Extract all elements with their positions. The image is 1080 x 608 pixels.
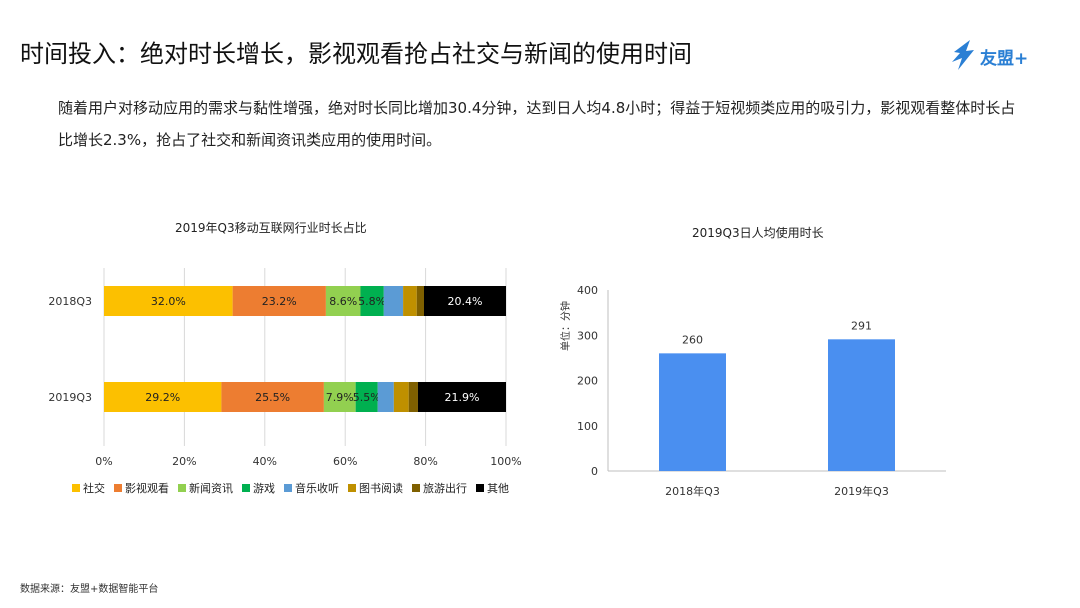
x-tick-label: 100% [490, 455, 521, 468]
legend-label: 游戏 [253, 482, 275, 495]
legend-label: 新闻资讯 [189, 482, 233, 495]
column-bar [659, 353, 726, 471]
x-tick-label: 80% [413, 455, 437, 468]
legend-label: 图书阅读 [359, 482, 403, 495]
bar-segment [323, 382, 356, 412]
bar-segment [232, 286, 326, 316]
logo-bird-icon [952, 40, 974, 70]
y-tick-label: 100 [577, 420, 598, 433]
segment-label: 20.4% [448, 295, 483, 308]
data-source: 数据来源：友盟+数据智能平台 [20, 584, 159, 595]
x-tick-label: 40% [253, 455, 277, 468]
bar-segment [403, 286, 417, 316]
value-label: 291 [851, 319, 872, 332]
x-tick-label: 20% [172, 455, 196, 468]
legend-item: 游戏 [242, 480, 275, 496]
x-tick-label: 60% [333, 455, 357, 468]
category-label: 2019Q3 [48, 391, 92, 404]
legend-swatch [242, 484, 250, 492]
bar-segment [377, 382, 394, 412]
segment-label: 7.9% [326, 391, 354, 404]
intro-paragraph: 随着用户对移动应用的需求与黏性增强，绝对时长同比增加30.4分钟，达到日人均4.… [58, 99, 1016, 149]
value-label: 260 [682, 333, 703, 346]
legend-item: 新闻资讯 [178, 480, 233, 496]
x-tick-label: 0% [95, 455, 112, 468]
legend-item: 音乐收听 [284, 480, 339, 496]
bar-segment [360, 286, 384, 316]
bar-segment [325, 286, 361, 316]
segment-label: 21.9% [445, 391, 480, 404]
bar-segment [423, 286, 506, 316]
y-tick-label: 0 [591, 465, 598, 478]
logo-text: 友盟+ [980, 49, 1029, 69]
segment-label: 32.0% [151, 295, 186, 308]
segment-label: 23.2% [262, 295, 297, 308]
legend-item: 其他 [476, 480, 509, 496]
bar-chart-title: 2019年Q3移动互联网行业时长占比 [175, 221, 367, 235]
segment-label: 29.2% [145, 391, 180, 404]
category-label: 2018Q3 [48, 295, 92, 308]
x-category-label: 2019年Q3 [834, 484, 889, 498]
legend-swatch [284, 484, 292, 492]
legend-swatch [72, 484, 80, 492]
column-chart-title: 2019Q3日人均使用时长 [692, 226, 824, 240]
page-title: 时间投入：绝对时长增长，影视观看抢占社交与新闻的使用时间 [20, 40, 692, 68]
stacked-bar-chart: 0% 20% 40% 60% 80% 100% 2018Q3 2019Q3 32.0% 23.2%… [48, 268, 522, 468]
legend-label: 其他 [487, 482, 509, 495]
legend-swatch [412, 484, 420, 492]
bar-chart-legend: 社交 影视观看 新闻资讯 游戏 音乐收听 图书阅读 旅游出行 其他 [72, 480, 518, 496]
legend-item: 图书阅读 [348, 480, 403, 496]
legend-swatch [114, 484, 122, 492]
bar-segment [104, 286, 233, 316]
segment-label: 25.5% [255, 391, 290, 404]
bar-segment [221, 382, 324, 412]
logo: 友盟+ [948, 38, 1048, 72]
legend-label: 影视观看 [125, 482, 169, 495]
legend-swatch [476, 484, 484, 492]
segment-label: 8.6% [329, 295, 357, 308]
y-tick-label: 300 [577, 329, 598, 342]
legend-label: 音乐收听 [295, 482, 339, 495]
bar-segment [416, 286, 424, 316]
bar-segment [408, 382, 418, 412]
legend-swatch [348, 484, 356, 492]
legend-item: 社交 [72, 480, 105, 496]
bar-segment [383, 286, 404, 316]
segment-label: 5.5% [353, 391, 381, 404]
legend-label: 旅游出行 [423, 482, 467, 495]
legend-item: 影视观看 [114, 480, 169, 496]
column-chart: 0 100 200 300 400 单位：分钟 260 2018年Q3 291 2019年Q3 [559, 284, 946, 498]
y-tick-label: 400 [577, 284, 598, 297]
bar-segment [417, 382, 506, 412]
x-category-label: 2018年Q3 [665, 484, 720, 498]
bar-segment [355, 382, 378, 412]
legend-swatch [178, 484, 186, 492]
y-tick-label: 200 [577, 375, 598, 388]
y-axis-label: 单位：分钟 [559, 301, 572, 351]
segment-label: 5.8% [358, 295, 386, 308]
bar-segment [104, 382, 222, 412]
column-bar [828, 339, 895, 471]
bar-segment [393, 382, 409, 412]
legend-label: 社交 [83, 482, 105, 495]
legend-item: 旅游出行 [412, 480, 467, 496]
